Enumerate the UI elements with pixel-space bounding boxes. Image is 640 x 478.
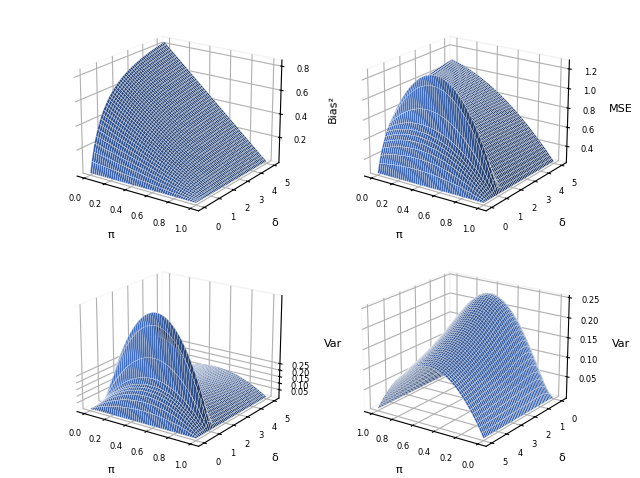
X-axis label: π: π bbox=[108, 466, 115, 476]
X-axis label: π: π bbox=[108, 230, 115, 240]
Y-axis label: δ: δ bbox=[271, 217, 278, 228]
X-axis label: π: π bbox=[396, 466, 402, 476]
Y-axis label: δ: δ bbox=[271, 453, 278, 463]
Y-axis label: δ: δ bbox=[559, 453, 565, 463]
X-axis label: π: π bbox=[396, 230, 402, 240]
Y-axis label: δ: δ bbox=[559, 217, 565, 228]
